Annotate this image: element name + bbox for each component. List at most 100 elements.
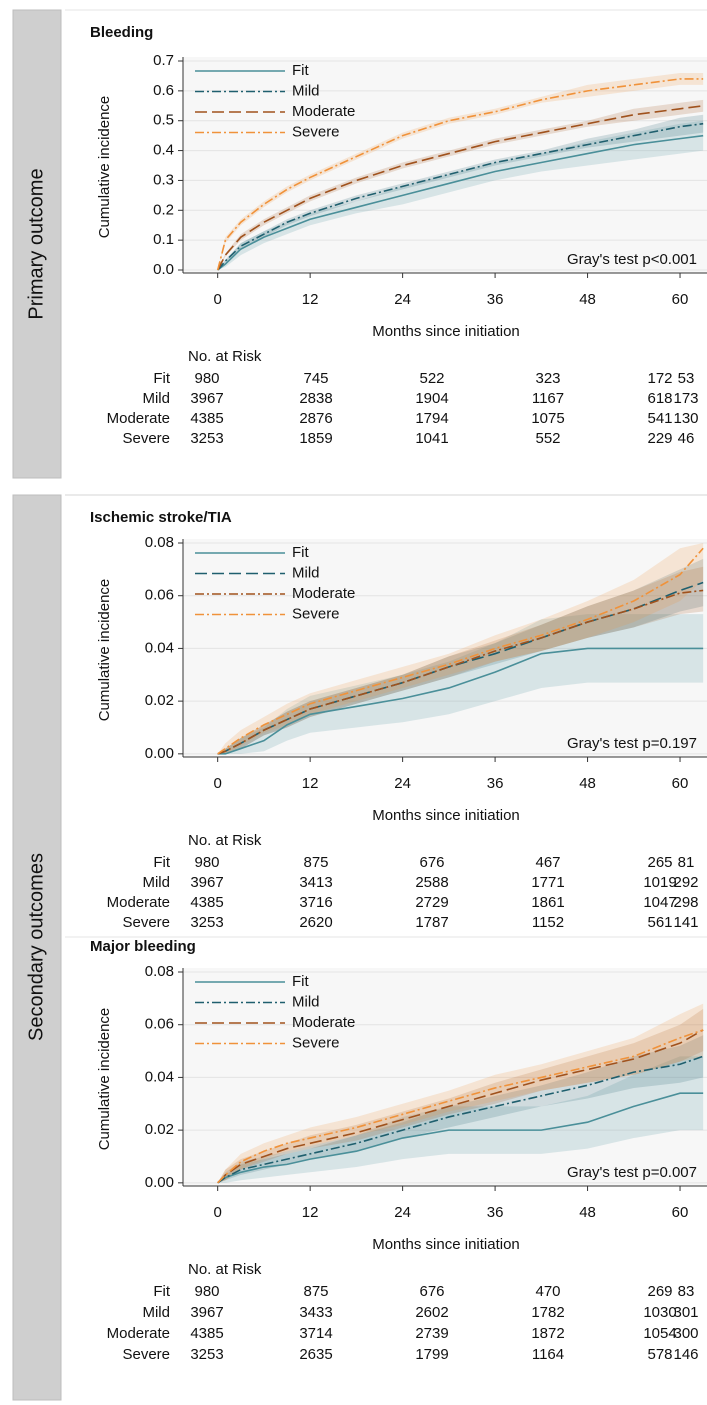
x-axis-label: Months since initiation [372, 807, 520, 824]
risk-count: 676 [419, 854, 444, 871]
y-tick-label: 0.4 [153, 142, 174, 159]
risk-count: 578 [647, 1346, 672, 1363]
risk-count: 467 [535, 854, 560, 871]
y-tick-label: 0.2 [153, 201, 174, 218]
risk-count: 146 [673, 1346, 698, 1363]
risk-count: 3433 [299, 1304, 332, 1321]
risk-count: 1041 [415, 430, 448, 447]
risk-row-label: Severe [122, 430, 170, 447]
x-tick-label: 12 [302, 291, 319, 308]
confidence-band [217, 1008, 704, 1183]
risk-row-label: Fit [153, 370, 170, 387]
chart-title: Bleeding [90, 24, 153, 41]
risk-count: 4385 [190, 894, 223, 911]
x-axis-label: Months since initiation [372, 1236, 520, 1253]
risk-count: 141 [673, 914, 698, 931]
series-line [216, 78, 704, 271]
legend-label: Mild [292, 993, 320, 1010]
legend-label: Moderate [292, 585, 355, 602]
risk-count: 1152 [532, 914, 564, 931]
risk-count: 301 [673, 1304, 698, 1321]
x-tick-label: 48 [579, 775, 596, 792]
y-tick-label: 0.06 [145, 587, 174, 604]
x-tick-label: 12 [302, 775, 319, 792]
risk-count: 980 [194, 854, 219, 871]
risk-count: 3967 [190, 1304, 223, 1321]
risk-count: 1904 [415, 390, 448, 407]
risk-count: 46 [678, 430, 695, 447]
annotation: Gray's test p<0.001 [567, 251, 697, 268]
series-line [217, 1055, 704, 1184]
series-line [217, 647, 704, 755]
risk-count: 4385 [190, 1325, 223, 1342]
risk-count: 1794 [415, 410, 448, 427]
x-axis-label: Months since initiation [372, 323, 520, 340]
legend-label: Moderate [292, 1014, 355, 1031]
risk-count: 2729 [415, 894, 448, 911]
legend-label: Severe [292, 123, 340, 140]
risk-count: 298 [673, 894, 698, 911]
risk-table-title: No. at Risk [188, 1261, 262, 1278]
legend-label: Fit [292, 973, 309, 990]
risk-count: 2620 [299, 914, 332, 931]
y-tick-label: 0.06 [145, 1016, 174, 1033]
series-line [217, 1029, 704, 1184]
y-tick-label: 0.04 [145, 1068, 174, 1085]
risk-count: 2876 [299, 410, 332, 427]
risk-row-label: Mild [142, 874, 170, 891]
risk-count: 522 [419, 370, 444, 387]
risk-count: 875 [303, 1283, 328, 1300]
y-axis-label: Cumulative incidence [96, 96, 113, 239]
risk-count: 81 [678, 854, 695, 871]
risk-count: 470 [535, 1283, 560, 1300]
risk-count: 1047 [643, 894, 676, 911]
x-tick-label: 60 [672, 1204, 689, 1221]
risk-count: 269 [647, 1283, 672, 1300]
risk-count: 3253 [190, 430, 223, 447]
risk-count: 292 [673, 874, 698, 891]
x-tick-label: 24 [394, 775, 411, 792]
risk-count: 229 [647, 430, 672, 447]
risk-count: 1861 [531, 894, 564, 911]
confidence-band [217, 120, 704, 271]
series-line [217, 122, 704, 271]
x-tick-label: 24 [394, 291, 411, 308]
risk-count: 3253 [190, 1346, 223, 1363]
risk-count: 1859 [299, 430, 332, 447]
risk-count: 83 [678, 1283, 695, 1300]
risk-count: 4385 [190, 410, 223, 427]
confidence-band [217, 99, 704, 271]
confidence-band [217, 558, 704, 754]
risk-table-title: No. at Risk [188, 832, 262, 849]
risk-count: 1167 [532, 390, 564, 407]
risk-count: 3967 [190, 874, 223, 891]
y-tick-label: 0.00 [145, 1174, 174, 1191]
x-tick-label: 36 [487, 291, 504, 308]
y-tick-label: 0.5 [153, 112, 174, 129]
risk-row-label: Mild [142, 1304, 170, 1321]
legend-label: Fit [292, 544, 309, 561]
risk-count: 53 [678, 370, 695, 387]
risk-row-label: Fit [153, 1283, 170, 1300]
x-tick-label: 0 [214, 1204, 222, 1221]
risk-row-label: Severe [122, 914, 170, 931]
risk-row-label: Moderate [107, 410, 170, 427]
risk-count: 541 [647, 410, 672, 427]
risk-count: 676 [419, 1283, 444, 1300]
y-tick-label: 0.0 [153, 261, 174, 278]
chart-title: Ischemic stroke/TIA [90, 509, 232, 526]
x-tick-label: 48 [579, 291, 596, 308]
risk-count: 323 [535, 370, 560, 387]
row-band [12, 9, 62, 479]
risk-count: 875 [303, 854, 328, 871]
risk-count: 1787 [415, 914, 448, 931]
x-tick-label: 48 [579, 1204, 596, 1221]
series-line [217, 1029, 704, 1184]
risk-count: 552 [535, 430, 560, 447]
x-tick-label: 12 [302, 1204, 319, 1221]
x-tick-label: 0 [214, 775, 222, 792]
legend-label: Mild [292, 82, 320, 99]
confidence-band [217, 114, 704, 271]
risk-count: 1799 [415, 1346, 448, 1363]
